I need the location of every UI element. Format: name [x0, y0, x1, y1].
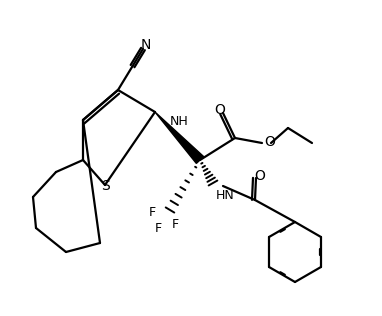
Text: S: S [102, 179, 110, 193]
Text: F: F [172, 218, 178, 232]
Text: F: F [149, 205, 155, 218]
Text: NH: NH [170, 115, 189, 128]
Text: O: O [215, 103, 225, 117]
Polygon shape [155, 112, 204, 163]
Text: F: F [154, 222, 162, 234]
Text: N: N [140, 38, 151, 52]
Text: O: O [254, 169, 265, 183]
Text: HN: HN [216, 189, 235, 202]
Text: O: O [264, 135, 275, 149]
